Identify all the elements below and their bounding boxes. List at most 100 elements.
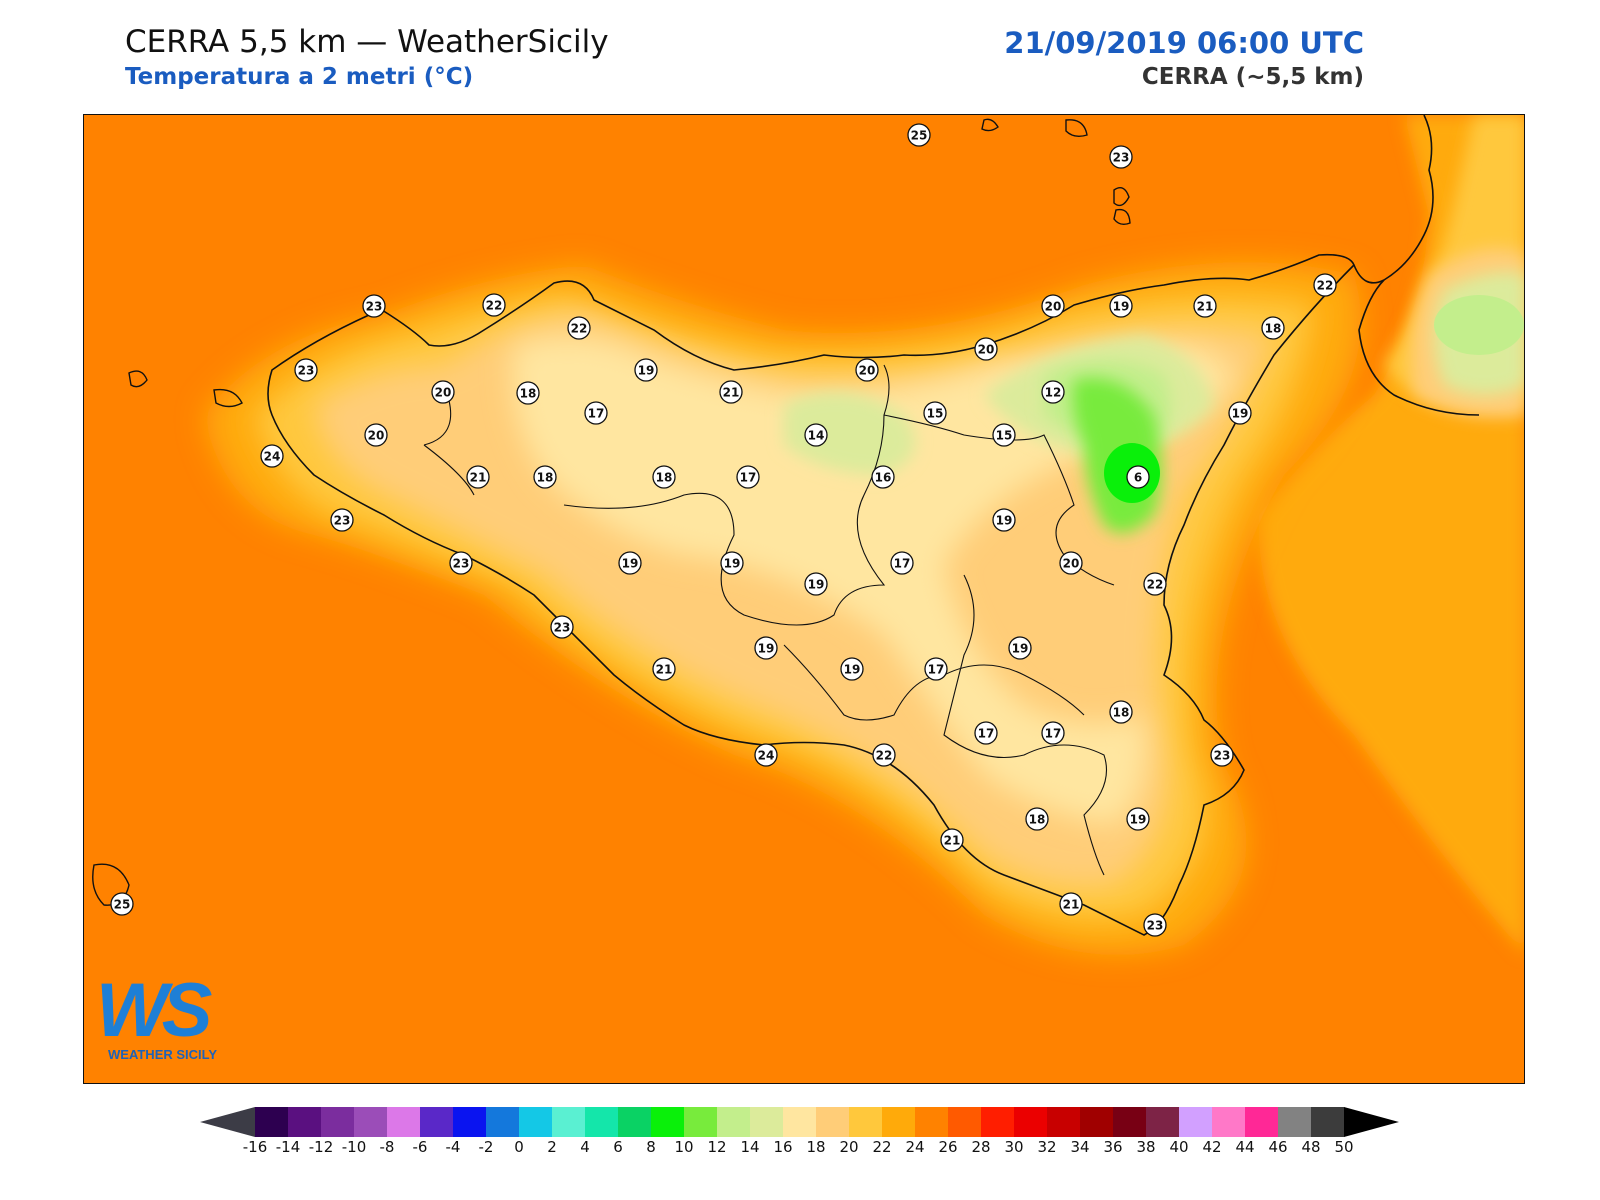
station-marker-circle <box>871 465 895 489</box>
station-marker: 15 <box>992 423 1016 447</box>
station-marker: 23 <box>362 294 386 318</box>
colorbar-tick-label: 24 <box>905 1138 925 1156</box>
station-marker: 23 <box>1109 145 1133 169</box>
station-marker: 21 <box>719 380 743 404</box>
station-temperature-label: 21 <box>1063 898 1080 912</box>
colorbar-segment <box>717 1107 751 1137</box>
colorbar-tick-label: 34 <box>1070 1138 1090 1156</box>
station-marker-circle <box>1109 294 1133 318</box>
station-marker: 23 <box>330 508 354 532</box>
colorbar-tick-label: 4 <box>580 1138 590 1156</box>
station-marker-circle <box>924 657 948 681</box>
colorbar-tick-label: 10 <box>674 1138 694 1156</box>
colorbar-segment <box>783 1107 817 1137</box>
colorbar-segment <box>849 1107 883 1137</box>
station-temperature-label: 21 <box>723 386 740 400</box>
colorbar-tick-label: 40 <box>1169 1138 1189 1156</box>
colorbar-segment <box>354 1107 388 1137</box>
station-marker-circle <box>872 743 896 767</box>
station-marker-circle <box>110 892 134 916</box>
station-marker: 21 <box>1059 892 1083 916</box>
station-marker: 20 <box>364 423 388 447</box>
station-marker: 14 <box>804 423 828 447</box>
station-marker-circle <box>1041 721 1065 745</box>
station-marker: 21 <box>466 465 490 489</box>
map-canvas: 25 23 23 22 22 23 20 18 17 19 21 20 20 20 19 21 22 18 20 24… <box>84 115 1524 1083</box>
station-marker-circle <box>1041 380 1065 404</box>
station-marker-circle <box>1210 743 1234 767</box>
sicily-band-18 <box>512 337 1234 825</box>
colorbar-segment <box>684 1107 718 1137</box>
station-marker: 25 <box>907 123 931 147</box>
station-marker-circle <box>1143 913 1167 937</box>
station-marker-circle <box>1059 551 1083 575</box>
colorbar-tick-label: 30 <box>1004 1138 1024 1156</box>
station-marker-circle <box>1025 807 1049 831</box>
station-marker-circle <box>754 636 778 660</box>
station-marker: 17 <box>584 401 608 425</box>
station-temperature-label: 24 <box>264 450 281 464</box>
colorbar-tick-label: -6 <box>412 1138 428 1156</box>
temperature-map: 25 23 23 22 22 23 20 18 17 19 21 20 20 20 19 21 22 18 20 24… <box>83 114 1525 1084</box>
station-temperature-label: 19 <box>1113 300 1130 314</box>
station-marker: 19 <box>1228 401 1252 425</box>
station-marker-circle <box>260 444 284 468</box>
station-temperature-label: 23 <box>1113 151 1130 165</box>
colorbar-segment <box>1311 1107 1345 1137</box>
station-temperature-label: 23 <box>298 364 315 378</box>
colorbar-tick-label: 50 <box>1334 1138 1354 1156</box>
station-temperature-label: 16 <box>875 471 892 485</box>
station-temperature-label: 19 <box>724 557 741 571</box>
colorbar-segment <box>1278 1107 1312 1137</box>
station-temperature-label: 15 <box>996 429 1013 443</box>
station-marker-circle <box>294 358 318 382</box>
station-temperature-label: 18 <box>520 387 537 401</box>
station-marker: 21 <box>1193 294 1217 318</box>
colorbar-segment <box>321 1107 355 1137</box>
station-marker-circle <box>719 380 743 404</box>
valid-datetime: 21/09/2019 06:00 UTC <box>1004 26 1364 60</box>
station-marker-circle <box>466 465 490 489</box>
station-temperature-label: 20 <box>1063 557 1080 571</box>
station-temperature-label: 19 <box>996 514 1013 528</box>
colorbar-under-arrow <box>200 1107 255 1137</box>
station-marker-circle <box>907 123 931 147</box>
station-marker: 18 <box>1261 316 1285 340</box>
station-marker: 21 <box>940 828 964 852</box>
colorbar-segment <box>486 1107 520 1137</box>
calabria-field-sila <box>1434 295 1524 355</box>
station-temperature-label: 15 <box>927 407 944 421</box>
station-temperature-label: 17 <box>928 663 945 677</box>
colorbar-segment <box>816 1107 850 1137</box>
colorbar-tick-label: 46 <box>1268 1138 1288 1156</box>
station-marker-circle <box>1109 700 1133 724</box>
station-marker-circle <box>804 572 828 596</box>
station-temperature-label: 18 <box>1029 813 1046 827</box>
station-marker: 23 <box>449 551 473 575</box>
map-subtitle: Temperatura a 2 metri (°C) <box>125 64 474 90</box>
station-marker: 20 <box>1041 294 1065 318</box>
station-temperature-label: 25 <box>114 898 131 912</box>
colorbar-tick-label: 22 <box>872 1138 892 1156</box>
station-marker-circle <box>482 293 506 317</box>
station-marker: 18 <box>1025 807 1049 831</box>
sicily-coastline <box>267 253 1355 936</box>
colorbar-tick-label: -2 <box>478 1138 494 1156</box>
station-temperature-label: 21 <box>1197 300 1214 314</box>
station-marker-circle <box>567 316 591 340</box>
colorbar-segment <box>1146 1107 1180 1137</box>
station-marker: 17 <box>890 551 914 575</box>
station-temperature-label: 19 <box>844 663 861 677</box>
station-temperature-label: 23 <box>334 514 351 528</box>
colorbar-segment <box>651 1107 685 1137</box>
station-temperature-label: 22 <box>1317 279 1334 293</box>
station-marker-circle <box>449 551 473 575</box>
colorbar-segment <box>1080 1107 1114 1137</box>
station-marker: 19 <box>840 657 864 681</box>
station-marker-circle <box>1313 273 1337 297</box>
province-borders <box>423 364 1115 876</box>
station-marker: 18 <box>652 465 676 489</box>
colorbar-tick-label: 42 <box>1202 1138 1222 1156</box>
station-marker: 19 <box>720 551 744 575</box>
station-marker-circle <box>652 465 676 489</box>
